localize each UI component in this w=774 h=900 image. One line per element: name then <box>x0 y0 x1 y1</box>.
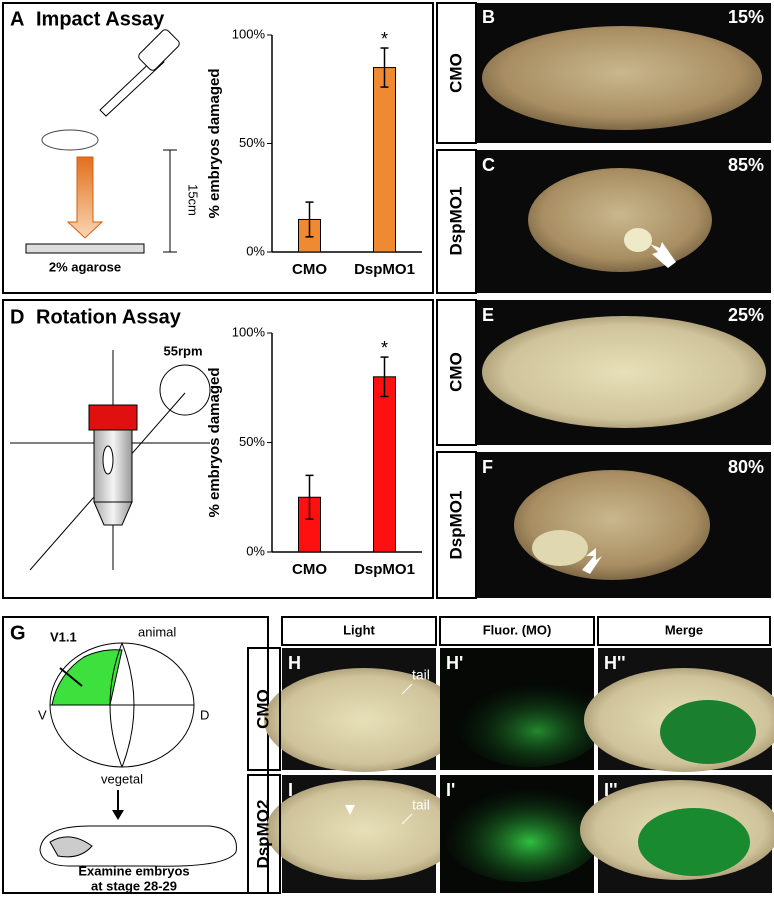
axis-label: vegetal <box>101 771 143 786</box>
row-label: DspMO1 <box>446 491 465 560</box>
speed-label: 55rpm <box>163 343 202 358</box>
significance-mark: * <box>381 29 388 49</box>
caption: Examine embryos <box>78 863 189 878</box>
error-bar <box>380 356 389 398</box>
x-tick-label: CMO <box>292 261 327 278</box>
significance-mark: * <box>381 338 388 358</box>
axis-label: V <box>38 707 47 722</box>
x-tick-label: DspMO1 <box>354 561 415 578</box>
y-tick-label: 100% <box>232 324 266 339</box>
axis-label: animal <box>138 624 176 639</box>
axis-label: D <box>200 707 209 722</box>
panel-box <box>2 2 434 294</box>
column-header: Merge <box>665 622 703 637</box>
panel-label: I'' <box>604 780 618 800</box>
panel-label: I <box>288 780 293 800</box>
panel-box <box>2 616 269 894</box>
image-grid <box>247 616 774 894</box>
bar <box>373 67 396 253</box>
percent-label: 80% <box>728 457 764 477</box>
panel-label: B <box>482 7 495 27</box>
panel-title: Impact Assay <box>36 8 165 30</box>
column-header: Light <box>343 622 375 637</box>
rotation-diagram <box>10 350 211 571</box>
y-axis-label: % embryos damaged <box>206 68 223 218</box>
region-label: V1.1 <box>50 629 77 644</box>
bar <box>373 376 396 553</box>
error-bar <box>380 47 389 88</box>
y-tick-label: 100% <box>232 26 266 41</box>
error-bar <box>305 201 314 238</box>
photo-panels <box>436 2 771 599</box>
panel-title: Rotation Assay <box>36 306 182 328</box>
column-header: Fluor. (MO) <box>483 622 552 637</box>
panel-label: H <box>288 653 301 673</box>
percent-label: 15% <box>728 7 764 27</box>
row-label: DspMO1 <box>446 187 465 256</box>
surface-label: 2% agarose <box>49 259 121 274</box>
panel-label: E <box>482 305 494 325</box>
caption: at stage 28-29 <box>91 878 177 893</box>
impact-diagram <box>25 29 180 254</box>
panel-label: C <box>482 155 495 175</box>
panel-label: I' <box>446 780 455 800</box>
row-label: CMO <box>446 352 465 392</box>
row-label: DspMO2 <box>253 800 272 869</box>
y-tick-label: 50% <box>239 434 265 449</box>
tail-label: tail <box>412 667 430 683</box>
x-tick-label: CMO <box>292 561 327 578</box>
embryo-diagram <box>39 642 237 867</box>
row-label: CMO <box>446 53 465 93</box>
percent-label: 85% <box>728 155 764 175</box>
tail-label: tail <box>412 797 430 813</box>
panel-box <box>2 299 434 599</box>
y-tick-label: 0% <box>246 543 265 558</box>
height-label: 15cm <box>186 184 201 216</box>
x-tick-label: DspMO1 <box>354 261 415 278</box>
error-bar <box>305 474 314 520</box>
panel-label: F <box>482 457 493 477</box>
y-axis-label: % embryos damaged <box>206 367 223 517</box>
panel-label: A <box>10 8 24 30</box>
row-label: CMO <box>253 689 272 729</box>
panel-label: H' <box>446 653 463 673</box>
panel-label: G <box>10 622 26 644</box>
panel-label: H'' <box>604 653 626 673</box>
y-tick-label: 0% <box>246 243 265 258</box>
panel-label: D <box>10 306 24 328</box>
percent-label: 25% <box>728 305 764 325</box>
y-tick-label: 50% <box>239 135 265 150</box>
